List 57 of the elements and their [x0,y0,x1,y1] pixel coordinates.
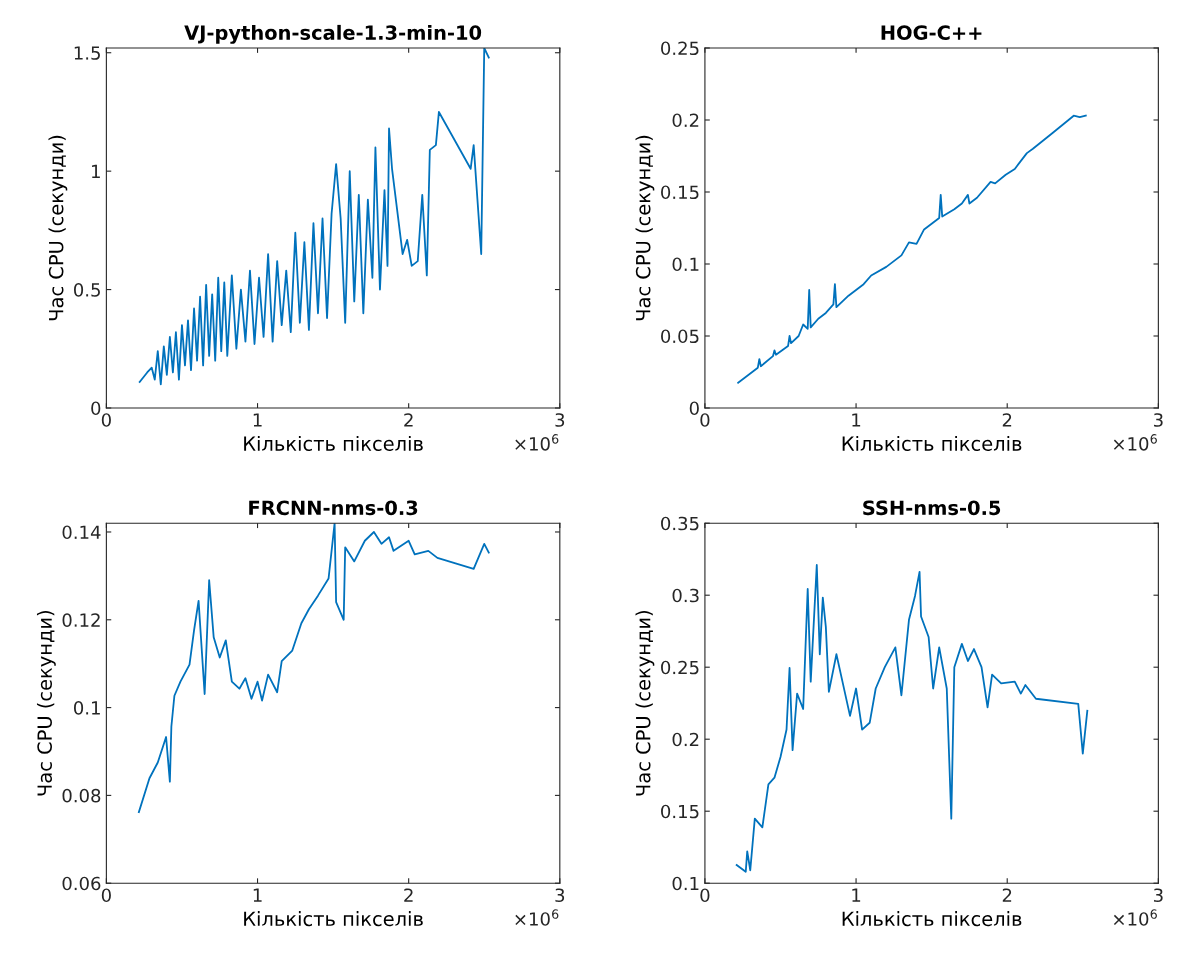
y-tick-label: 0 [689,401,699,416]
y-tick-label: 0 [91,401,101,416]
x-tick-label: 2 [404,888,413,902]
text: ×10$^{6}$ [515,434,559,451]
y-axis-title: Час CPU (секунди) [48,135,68,321]
y-tick-label: 0.2 [672,732,699,747]
y-tick-label: 0.06 [62,876,101,891]
text: ×10$^{6}$ [515,909,559,926]
x-axis-title: Кількість пікселів [244,435,423,451]
y-tick-label: 0.14 [62,525,101,540]
y-axis-title: Час CPU (секунди) [635,611,655,796]
x-tick-label: 2 [1002,888,1012,902]
x-axis-title: Кількість пікселів [842,435,1022,451]
chart-title: HOG-C++ [881,25,982,40]
y-tick-label: 0.05 [661,329,699,344]
y-tick-label: 0.12 [62,613,100,627]
x-tick-label: 1 [253,888,262,902]
x-tick-label: 1 [852,413,861,427]
chart-title: FRCNN-nms-0.3 [249,500,418,516]
x-tick-label: 3 [555,888,565,903]
text: ×10$^{6}$ [1113,909,1157,926]
y-tick-label: 0.3 [672,588,699,603]
x-tick-label: 2 [1002,413,1012,427]
chart-title: SSH-nms-0.5 [863,500,1001,516]
y-axis-title: Час CPU (секунди) [36,611,56,796]
x-axis-title: Кількість пікселів [244,911,423,927]
x-tick-label: 1 [253,413,262,427]
y-tick-label: 0.15 [661,804,699,819]
y-axis-title: Час CPU (секунди) [635,135,655,321]
y-tick-label: 0.2 [672,113,699,128]
x-axis-title: Кількість пікселів [842,911,1022,927]
text: ×10$^{6}$ [1113,434,1157,451]
chart-title: VJ-python-scale-1.3-min-10 [184,24,482,44]
y-tick-label: 0.25 [661,660,699,675]
y-tick-label: 0.35 [661,516,699,531]
line-series [737,114,1087,384]
x-tick-label: 0 [700,888,710,903]
x-tick-label: 2 [404,413,413,427]
x-tick-label: 0 [700,413,710,427]
line-series [735,564,1089,873]
x-tick-label: 1 [852,888,861,902]
line-series [137,523,490,813]
line-series [138,48,490,386]
x-tick-label: 0 [101,888,111,903]
y-tick-label: 0.5 [74,283,100,297]
x-tick-label: 3 [1153,888,1163,903]
y-tick-label: 0.25 [661,41,699,56]
y-tick-label: 0.1 [672,257,699,272]
y-tick-label: 1 [92,164,100,179]
y-tick-label: 1.5 [74,46,100,60]
y-tick-label: 0.1 [672,876,699,891]
x-tick-label: 0 [101,413,111,427]
y-tick-label: 0.15 [661,185,699,200]
y-tick-label: 0.1 [74,701,100,715]
y-tick-label: 0.08 [62,788,101,803]
x-tick-label: 3 [1153,413,1163,427]
x-tick-label: 3 [555,413,565,427]
